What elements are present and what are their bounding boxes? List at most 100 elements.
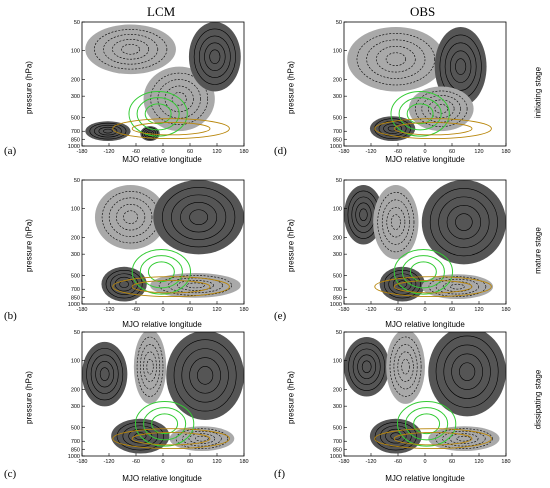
y-tick-label: 300 [333,94,342,100]
dashed-contour [103,34,159,65]
green-contour [134,400,195,447]
x-tick-label: -60 [132,149,140,155]
solid-contour [122,425,159,447]
x-tick-label: -180 [338,149,349,155]
dashed-contour [116,204,146,231]
positive-anomaly-region [421,180,506,265]
dashed-contour [121,44,140,55]
y-tick-label: 850 [71,137,80,143]
solid-contour [429,188,498,257]
x-tick-label: -120 [103,149,114,155]
x-tick-label: 120 [474,307,483,313]
x-tick-label: -60 [394,307,402,313]
solid-contour [455,213,473,231]
y-tick-label: 50 [74,20,80,26]
brown-contour [112,118,230,140]
solid-contour [90,354,119,394]
solid-contour [181,348,229,403]
y-tick-label: 200 [333,77,342,83]
dashed-contour [112,39,150,60]
green-contour [136,97,180,131]
y-tick-label: 500 [333,425,342,431]
x-tick-label: -180 [338,459,349,465]
y-tick-label: 300 [71,94,80,100]
x-tick-label: -180 [76,459,87,465]
x-tick-label: 180 [239,149,248,155]
x-tick-label: 0 [423,307,426,313]
dashed-contour [377,192,415,253]
solid-contour [197,366,214,385]
y-tick-label: 200 [71,77,80,83]
dashed-contour [101,191,160,244]
y-tick-label: 500 [333,273,342,279]
green-contour [405,407,449,441]
y-tick-label: 50 [336,178,342,184]
y-tick-label: 300 [71,252,80,258]
green-contour [406,103,434,125]
y-tick-label: 850 [333,447,342,453]
xlabel-e: MJO relative longitude [385,320,465,329]
y-tick-label: 1000 [68,302,80,308]
dashed-contour [146,358,154,375]
y-tick-label: 700 [71,129,80,135]
panel-label-c: (c) [4,468,17,480]
positive-anomaly-region [369,418,422,454]
dashed-contour [143,351,157,382]
x-tick-label: 0 [161,459,164,465]
x-tick-label: 0 [161,307,164,313]
x-tick-label: 60 [449,149,455,155]
x-tick-label: -120 [103,307,114,313]
dashed-contour [175,428,229,449]
negative-anomaly-region [85,24,176,75]
y-tick-label: 1000 [68,454,80,460]
x-tick-label: 120 [474,459,483,465]
solid-contour [193,28,236,85]
solid-contour [443,344,491,399]
y-tick-label: 700 [333,287,342,293]
y-tick-label: 1000 [330,302,342,308]
y-tick-label: 500 [71,273,80,279]
positive-anomaly-region [344,184,383,245]
brown-contour [393,121,473,136]
dashed-contour [356,33,436,86]
solid-contour [348,342,386,391]
solid-contour [359,208,368,221]
solid-contour [209,49,221,64]
solid-contour [94,124,122,138]
x-tick-label: -180 [76,149,87,155]
y-tick-label: 850 [71,447,80,453]
x-tick-label: -60 [132,307,140,313]
y-tick-label: 500 [71,425,80,431]
x-tick-label: -120 [365,307,376,313]
brown-contour [374,118,492,140]
x-tick-label: 180 [501,149,510,155]
negative-anomaly-region [386,332,425,404]
y-tick-label: 850 [71,295,80,301]
y-tick-label: 300 [333,252,342,258]
brown-contour [374,428,492,450]
positive-anomaly-region [428,332,506,417]
y-tick-label: 300 [71,404,80,410]
brown-contour [393,431,473,446]
positive-anomaly-region [369,116,416,142]
y-tick-label: 700 [333,439,342,445]
x-tick-label: -60 [394,459,402,465]
negative-anomaly-region [133,332,167,404]
negative-anomaly-region [94,184,167,250]
negative-anomaly-region [347,26,445,92]
dashed-contour [94,29,168,70]
xlabel-d: MJO relative longitude [385,155,465,164]
green-contour [401,255,445,289]
brown-contour [112,428,230,450]
solid-contour [105,269,143,299]
dashed-contour [401,358,410,375]
y-tick-label: 500 [71,115,80,121]
brown-contour [131,121,211,136]
y-tick-label: 100 [333,49,342,55]
dashed-contour [428,276,487,297]
y-tick-label: 1000 [68,144,80,150]
x-tick-label: 180 [239,459,248,465]
green-contour [396,400,457,447]
